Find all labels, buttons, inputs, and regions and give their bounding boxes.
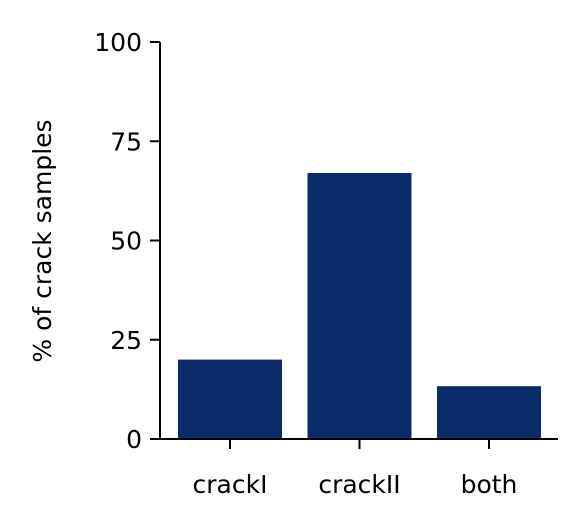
y-tick-label-100: 100 — [94, 28, 142, 57]
y-ticks-group: 0 25 50 75 100 — [94, 28, 160, 454]
y-tick-label-50: 50 — [110, 227, 142, 256]
bar-crackII — [308, 173, 412, 439]
bars-group — [178, 173, 541, 439]
y-axis-label: % of crack samples — [28, 119, 57, 362]
x-tick-label-both: both — [461, 470, 518, 499]
x-ticks-group: crackI crackII both — [193, 439, 518, 499]
y-tick-label-0: 0 — [126, 425, 142, 454]
x-tick-label-crackI: crackI — [193, 470, 268, 499]
y-tick-label-25: 25 — [110, 326, 142, 355]
x-tick-label-crackII: crackII — [318, 470, 400, 499]
y-tick-label-75: 75 — [110, 127, 142, 156]
bar-both — [437, 386, 541, 439]
bar-crackI — [178, 360, 282, 439]
